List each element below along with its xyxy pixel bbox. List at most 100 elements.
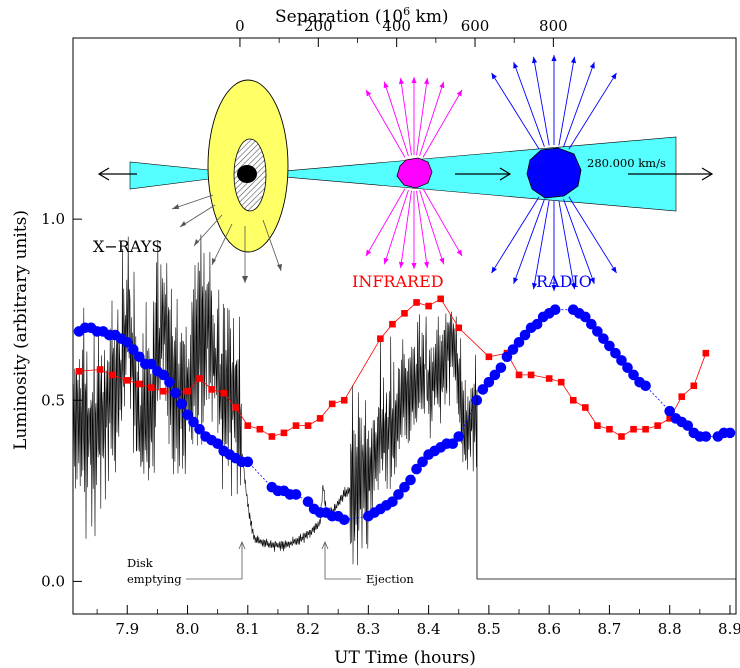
x-tick-label: 8.2 [296,620,320,638]
infrared-point [160,387,167,395]
infrared-point [136,380,143,388]
ray-line [533,56,550,146]
ray-arrowhead [439,81,445,89]
infrared-point [292,422,300,429]
infrared-point [545,375,553,382]
ray-arrowhead [570,282,576,290]
radio-point [158,369,169,381]
ray-arrowhead [589,277,595,284]
top-tick-label: 400 [382,17,411,35]
x-tick-label: 8.3 [356,620,380,638]
radio-point [622,362,633,373]
ray-arrowhead [398,261,404,269]
x-tick-label: 8.1 [236,620,260,638]
x-tick-label: 7.9 [115,620,139,638]
ray-arrowhead [551,55,557,61]
infrared-point [75,367,83,375]
radio-point [616,355,627,366]
ray-line [365,89,406,158]
ray-line [513,61,545,147]
radio-point [640,380,651,392]
disk-emptying-pointer [186,540,246,580]
infrared-point [527,371,535,379]
ray-arrowhead [513,277,519,284]
infrared-point [244,422,252,429]
ray-arrowhead [532,282,538,290]
y-tick-label: 0.5 [41,391,65,409]
ejection-label: Ejection [366,572,414,586]
infrared-point [413,299,420,306]
infrared-point [594,422,601,429]
radio-point [700,431,712,442]
infrared-point [678,393,686,400]
radio-point [387,496,398,507]
ray-arrowhead [491,266,497,274]
radio-point [417,456,428,468]
radio-point [598,333,609,344]
radio-point [453,431,465,442]
radio-point [405,474,416,486]
disk-arrowheads [172,204,282,283]
ray-line [422,188,463,257]
infrared-point [148,384,155,391]
infrared-rays [365,77,463,269]
ray-arrowhead [398,77,404,85]
radio-point [495,362,507,373]
top-tick-label: 800 [539,17,568,35]
ray-line [400,77,412,156]
jet-schematic: 280.000 km/s [97,55,714,291]
infrared-point [196,375,203,382]
ray-arrowhead [491,72,497,80]
x-tick-label: 8.9 [718,620,740,638]
axis-ticks: 7.9 8.0 8.1 8.2 8.3 8.4 8.5 8.6 8.7 8.8 8.9 0.0 0.5 1… [41,17,740,638]
radio-point [580,311,591,323]
xray-lightcurve [72,234,478,566]
radio-point [188,416,199,428]
radio-point [586,318,597,330]
ejection-pointer [321,540,361,580]
infrared-point [582,404,589,411]
ray-arrowhead [411,77,417,83]
disk-emptying-label-line1: Disk [127,556,154,570]
infrared-point [557,378,565,386]
plot-frame [72,37,737,615]
radio-point [290,489,302,500]
infrared-point [208,386,215,393]
xray-end-baseline [476,390,736,580]
x-tick-label: 8.4 [417,620,441,638]
infrared-point [569,396,577,404]
ray-arrowhead [411,263,417,269]
x-tick-label: 8.5 [477,620,501,638]
ray-line [400,190,412,269]
infrared-point [96,366,104,373]
infrared-point [232,404,240,411]
radio-point [146,358,157,370]
x-tick-label: 8.0 [176,620,200,638]
ray-line [568,72,617,150]
ray-arrowhead [589,62,595,69]
radio-series [73,304,736,526]
radio-point [483,376,495,388]
ray-line [563,61,595,147]
infrared-point [425,302,432,310]
ray-arrowhead [383,81,389,89]
ray-line [419,189,445,265]
top-tick-label: 200 [304,17,333,35]
infrared-point [316,415,324,422]
ray-line [416,77,428,156]
radio-label: RADIO [536,272,592,291]
radio-point [393,489,404,500]
top-axis-title-unit: km) [410,7,448,27]
radio-point [519,329,531,341]
ray-line [365,188,406,257]
x-axis-title: UT Time (hours) [334,648,476,668]
infrared-point [455,324,463,332]
radio-point [592,326,603,337]
infrared-point [256,425,264,433]
xray-trace [72,234,478,566]
ray-line [563,199,595,285]
radio-point [121,337,133,348]
infrared-point [401,310,408,317]
radio-point [447,438,459,450]
